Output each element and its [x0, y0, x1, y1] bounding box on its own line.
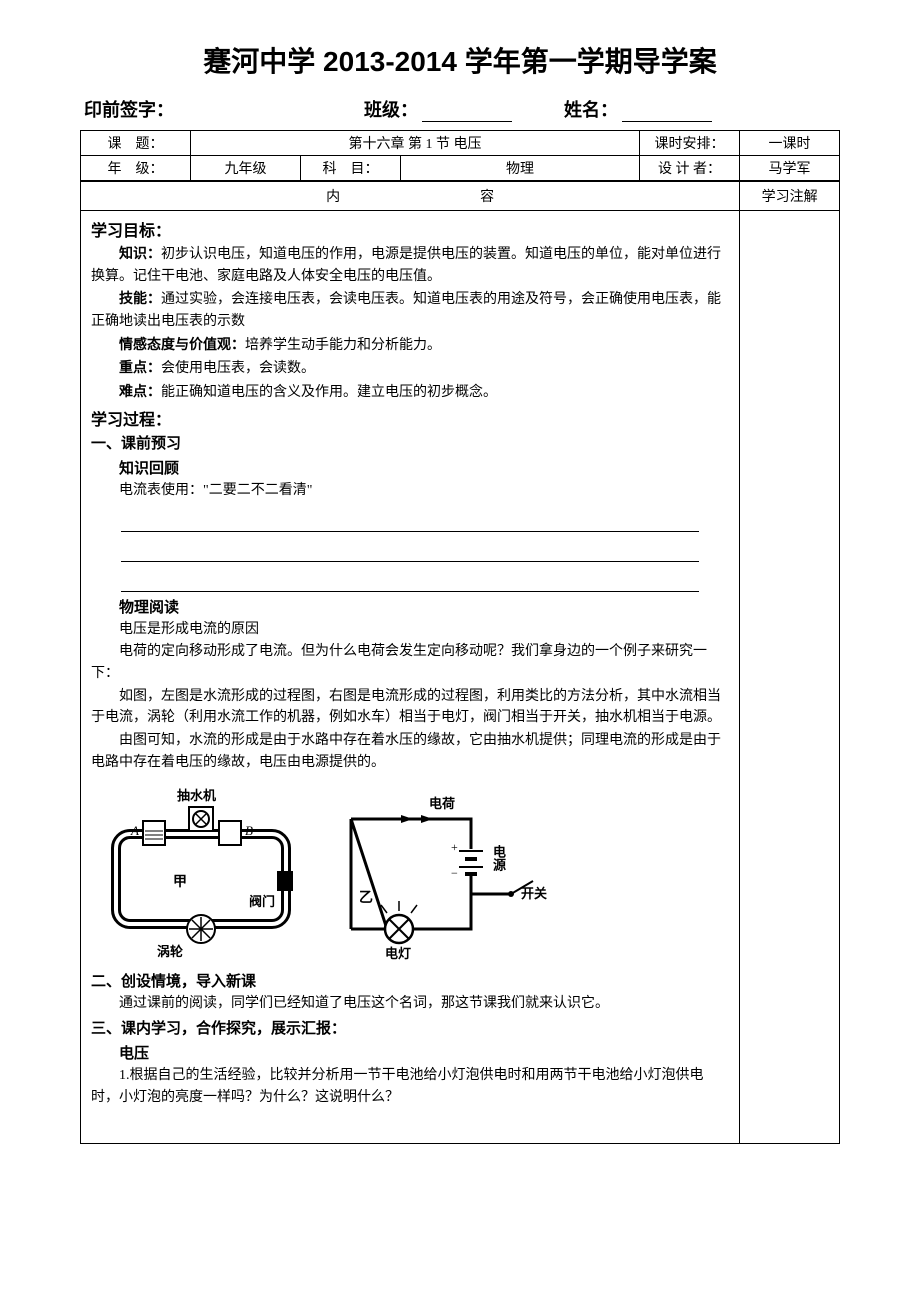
skill-label: 技能： [119, 290, 161, 306]
reading-heading: 物理阅读 [119, 596, 729, 617]
water-circuit-diagram: 抽水机 A B 甲 阀门 涡轮 [101, 779, 301, 964]
skill-para: 技能：通过实验，会连接电压表，会读电压表。知道电压表的用途及符号，会正确使用电压… [91, 288, 729, 332]
lesson-label: 课 题： [81, 131, 191, 156]
section2-text: 通过课前的阅读，同学们已经知道了电压这个名词，那这节课我们就来认识它。 [91, 993, 729, 1015]
class-label: 班级： [364, 96, 418, 122]
water-circuit-icon [101, 779, 301, 959]
name-label: 姓名： [564, 96, 618, 122]
subject-label: 科 目： [301, 156, 401, 181]
charge-label: 电荷 [429, 793, 455, 812]
notes-header: 学习注解 [740, 182, 840, 211]
diagram-row: 抽水机 A B 甲 阀门 涡轮 [101, 779, 729, 964]
review-heading: 知识回顾 [119, 457, 729, 478]
name-blank[interactable] [622, 104, 712, 122]
switch-label: 开关 [521, 883, 547, 902]
emotion-para: 情感态度与价值观：培养学生动手能力和分析能力。 [91, 334, 729, 357]
designer-label: 设 计 者： [640, 156, 740, 181]
objective-heading: 学习目标： [91, 217, 729, 241]
table-row: 学习目标： 知识：初步认识电压，知道电压的作用，电源是提供电压的装置。知道电压的… [81, 211, 840, 1144]
table-row: 课 题： 第十六章 第 1 节 电压 课时安排： 一课时 [81, 131, 840, 156]
main-table: 内 容 学习注解 学习目标： 知识：初步认识电压，知道电压的作用，电源是提供电压… [80, 181, 840, 1144]
period-value: 一课时 [740, 131, 840, 156]
notes-body[interactable] [740, 211, 840, 1144]
electric-circuit-diagram: + − [321, 779, 551, 964]
write-line[interactable] [121, 534, 699, 562]
power-label: 电源 [489, 845, 508, 871]
section3-q1: 1.根据自己的生活经验，比较并分析用一节干电池给小灯泡供电时和用两节干电池给小灯… [91, 1065, 729, 1108]
skill-text: 通过实验，会连接电压表，会读电压表。知道电压表的用途及符号，会正确使用电压表，能… [91, 292, 721, 329]
section3-heading: 三、课内学习，合作探究，展示汇报： [91, 1017, 729, 1038]
valve-label: 阀门 [249, 891, 275, 910]
lesson-value: 第十六章 第 1 节 电压 [191, 131, 640, 156]
table-row: 年 级： 九年级 科 目： 物理 设 计 者： 马学军 [81, 156, 840, 181]
section3-sub: 电压 [119, 1042, 729, 1063]
emotion-text: 培养学生动手能力和分析能力。 [245, 338, 441, 353]
yi-label: 乙 [359, 887, 373, 907]
difficulty-text: 能正确知道电压的含义及作用。建立电压的初步概念。 [161, 385, 497, 400]
reading-p2: 电荷的定向移动形成了电流。但为什么电荷会发生定向移动呢？我们拿身边的一个例子来研… [91, 641, 729, 684]
pre-sign-label: 印前签字： [84, 96, 364, 122]
subject-value: 物理 [401, 156, 640, 181]
turbine-label: 涡轮 [157, 941, 183, 960]
jia-label: 甲 [173, 871, 187, 891]
key-para: 重点：会使用电压表，会读数。 [91, 357, 729, 380]
bottom-spacer [91, 1109, 729, 1139]
svg-text:+: + [451, 840, 458, 854]
knowledge-label: 知识： [119, 245, 161, 261]
difficulty-label: 难点： [119, 383, 161, 399]
content-body: 学习目标： 知识：初步认识电压，知道电压的作用，电源是提供电压的装置。知道电压的… [81, 211, 740, 1144]
knowledge-para: 知识：初步认识电压，知道电压的作用，电源是提供电压的装置。知道电压的单位，能对单… [91, 243, 729, 287]
write-line[interactable] [121, 504, 699, 532]
reading-p3: 如图，左图是水流形成的过程图，右图是电流形成的过程图，利用类比的方法分析，其中水… [91, 686, 729, 729]
section2-heading: 二、创设情境，导入新课 [91, 970, 729, 991]
write-line[interactable] [121, 564, 699, 592]
key-text: 会使用电压表，会读数。 [161, 361, 315, 376]
b-label: B [245, 823, 253, 839]
meta-table: 课 题： 第十六章 第 1 节 电压 课时安排： 一课时 年 级： 九年级 科 … [80, 130, 840, 181]
class-blank[interactable] [422, 104, 512, 122]
svg-text:−: − [451, 866, 458, 880]
lamp-label: 电灯 [385, 943, 411, 962]
grade-label: 年 级： [81, 156, 191, 181]
knowledge-text: 初步认识电压，知道电压的作用，电源是提供电压的装置。知道电压的单位，能对单位进行… [91, 247, 721, 284]
period-label: 课时安排： [640, 131, 740, 156]
reading-p4: 由图可知，水流的形成是由于水路中存在着水压的缘故，它由抽水机提供；同理电流的形成… [91, 730, 729, 773]
designer-value: 马学军 [740, 156, 840, 181]
a-label: A [131, 823, 139, 839]
grade-value: 九年级 [191, 156, 301, 181]
table-row: 内 容 学习注解 [81, 182, 840, 211]
emotion-label: 情感态度与价值观： [119, 336, 245, 352]
signature-row: 印前签字： 班级： 姓名： [80, 96, 840, 122]
review-text: 电流表使用："二要二不二看清" [91, 480, 729, 502]
key-label: 重点： [119, 359, 161, 375]
pump-label: 抽水机 [177, 785, 216, 804]
reading-p1: 电压是形成电流的原因 [91, 619, 729, 641]
difficulty-para: 难点：能正确知道电压的含义及作用。建立电压的初步概念。 [91, 381, 729, 404]
document-title: 蹇河中学 2013-2014 学年第一学期导学案 [80, 40, 840, 80]
preclass-heading: 一、课前预习 [91, 432, 729, 453]
process-heading: 学习过程： [91, 406, 729, 430]
content-header: 内 容 [81, 182, 740, 211]
page: 蹇河中学 2013-2014 学年第一学期导学案 印前签字： 班级： 姓名： 课… [80, 40, 840, 1144]
